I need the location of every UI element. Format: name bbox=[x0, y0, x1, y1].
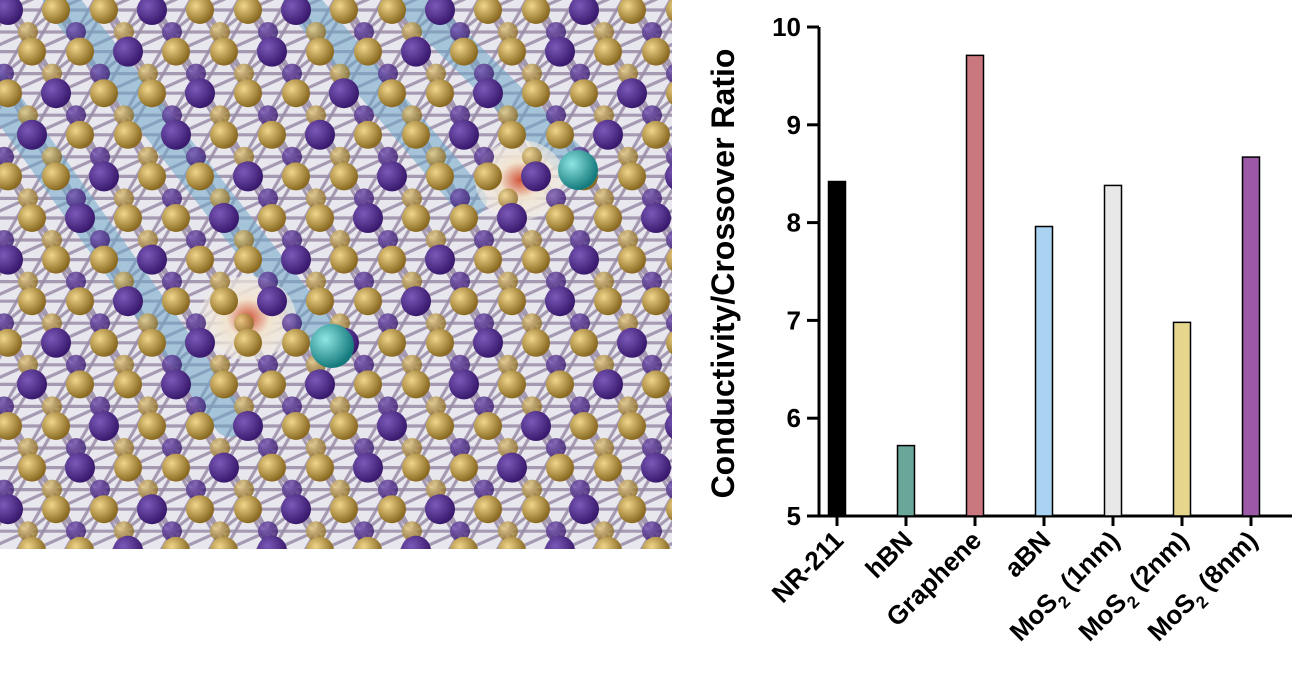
bar-chart: 5 6 7 8 9 10 Conductivity/Crossover Ratio NR-21… bbox=[672, 0, 1316, 679]
lattice-drawing bbox=[0, 0, 672, 549]
y-tick-label: 9 bbox=[787, 110, 801, 140]
y-tick-label: 6 bbox=[787, 403, 801, 433]
y-tick-label: 5 bbox=[787, 501, 801, 531]
bar-graphene bbox=[967, 55, 984, 516]
bar-hbn bbox=[898, 446, 915, 516]
x-tick-label: hBN bbox=[859, 525, 918, 584]
x-tick-label: aBN bbox=[998, 525, 1056, 583]
chart-canvas: 5 6 7 8 9 10 Conductivity/Crossover Ratio NR-21… bbox=[672, 0, 1316, 679]
bar-mos2-1nm- bbox=[1105, 185, 1122, 516]
bar-mos2-8nm- bbox=[1243, 157, 1260, 516]
y-axis-label: Conductivity/Crossover Ratio bbox=[705, 49, 741, 499]
x-tick-label: NR-211 bbox=[766, 525, 850, 609]
y-tick-label: 10 bbox=[772, 12, 801, 42]
atomic-lattice-illustration bbox=[0, 0, 672, 549]
bar-abn bbox=[1036, 227, 1053, 516]
bar-mos2-2nm- bbox=[1174, 322, 1191, 516]
bar-nr-211 bbox=[829, 182, 846, 516]
y-tick-label: 8 bbox=[787, 208, 801, 238]
y-tick-label: 7 bbox=[787, 305, 801, 335]
ion-sphere bbox=[310, 324, 354, 368]
ion-sphere bbox=[558, 150, 598, 190]
